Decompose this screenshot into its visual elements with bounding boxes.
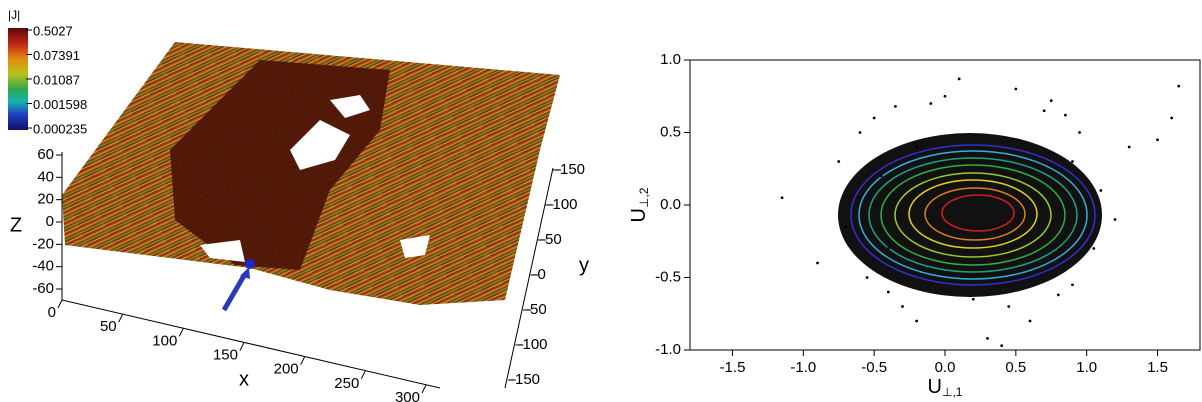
density-contours <box>838 133 1102 297</box>
scatter-point <box>1071 283 1074 287</box>
z-tick-label: 40 <box>37 168 54 185</box>
scatter-point <box>1177 84 1181 88</box>
x-tick <box>360 370 366 380</box>
scatter-point <box>886 290 890 294</box>
y-tick-label: -0.5 <box>655 268 681 285</box>
x-tick-label: 1.0 <box>1076 359 1097 376</box>
x-tick <box>178 328 184 337</box>
x-tick-label: 200 <box>274 361 299 378</box>
scatter-point <box>1007 305 1011 308</box>
y-axis <box>504 167 554 389</box>
x-tick-label: 300 <box>395 389 420 402</box>
x-tick-label: 0.0 <box>935 359 956 376</box>
x-axis <box>61 299 441 389</box>
scatter-point <box>1092 247 1096 250</box>
scatter-point <box>780 196 784 200</box>
scatter-point <box>816 261 819 265</box>
x-tick-label: -1.0 <box>790 359 816 376</box>
x-label: x <box>239 368 249 390</box>
y-tick-label: 0.5 <box>660 123 681 140</box>
scatter-point <box>1042 109 1046 113</box>
scatter-point <box>1078 131 1081 134</box>
x-tick-label: 250 <box>334 375 359 392</box>
scatter-point <box>894 105 897 108</box>
z-tick-label: 20 <box>37 191 54 208</box>
colorbar-tick-label: 0.07391 <box>33 48 80 63</box>
scatter-point <box>1170 116 1174 120</box>
x-tick-label: 100 <box>152 332 177 349</box>
z-tick-label: 0 <box>46 213 54 230</box>
scatter-point <box>1014 87 1018 91</box>
z-label: Z <box>10 214 22 236</box>
x-axis-label: U⊥,1 <box>928 376 963 399</box>
scatter-point <box>858 196 862 200</box>
scatter-point <box>943 94 947 98</box>
colorbar-tick-label: 0.01087 <box>33 72 80 87</box>
y-tick-label: -0 <box>533 266 546 283</box>
x-tick <box>57 299 63 309</box>
x-tick-label: 0 <box>48 304 56 321</box>
scatter-point <box>879 174 883 178</box>
z-tick-label: -60 <box>32 280 54 297</box>
y-tick-label: -50 <box>540 231 562 248</box>
y-tick-label: -100 <box>548 196 578 213</box>
y-tick-label: -100 <box>518 336 548 353</box>
y-label: y <box>579 254 589 276</box>
x-tick-label: 150 <box>213 346 238 363</box>
scatter-point <box>872 116 876 120</box>
scatter-point <box>915 145 919 149</box>
x-tick-label: -0.5 <box>861 359 887 376</box>
z-tick-label: 60 <box>37 146 54 163</box>
scatter-point <box>957 77 961 81</box>
y-tick-label: -150 <box>555 161 585 178</box>
scatter-point <box>837 160 841 163</box>
scatter-point <box>1156 138 1159 142</box>
y-tick-label: -1.0 <box>655 341 681 358</box>
scatter-point <box>901 305 904 308</box>
scatter-point <box>1056 293 1060 297</box>
y-tick-label: 1.0 <box>660 51 681 68</box>
scatter-point <box>1099 189 1103 192</box>
x-tick-label: 0.5 <box>1005 359 1026 376</box>
x-tick <box>300 356 306 365</box>
colorbar <box>8 28 28 130</box>
x-tick-label: 50 <box>100 318 117 335</box>
scatter-point <box>1127 145 1131 149</box>
scatter-point <box>858 131 862 134</box>
y-tick-label: -150 <box>510 371 540 388</box>
x-tick <box>421 384 427 394</box>
colorbar-tick-label: 0.000235 <box>33 121 87 136</box>
scatter-point <box>971 297 975 301</box>
scatter-point <box>1049 99 1053 102</box>
scatter-point <box>929 102 933 105</box>
x-tick-label: -1.5 <box>720 359 746 376</box>
x-tick-label: 1.5 <box>1147 359 1168 376</box>
colorbar-tick-label: 0.5027 <box>33 23 73 38</box>
scatter-point <box>886 247 890 250</box>
z-tick-label: -40 <box>32 258 54 275</box>
scatter-point <box>844 225 848 229</box>
scatter-point <box>1071 160 1074 163</box>
scatter-point <box>915 319 919 323</box>
y-axis-label: U⊥,2 <box>628 187 651 222</box>
scatter-point <box>1028 319 1032 323</box>
colorbar-title: |J| <box>8 8 20 22</box>
scatter-point <box>865 276 869 279</box>
x-tick <box>239 342 245 351</box>
y-tick-label: 0.0 <box>660 196 681 213</box>
scatter-point <box>1064 113 1067 117</box>
z-tick-label: -20 <box>32 235 54 252</box>
scatter-point <box>986 337 989 340</box>
scatter-point <box>1000 344 1004 348</box>
volume-render <box>62 42 560 312</box>
y-tick-label: -50 <box>525 301 547 318</box>
colorbar-tick-label: 0.001598 <box>33 97 87 112</box>
scatter-point <box>1113 218 1117 221</box>
x-tick <box>118 313 124 323</box>
